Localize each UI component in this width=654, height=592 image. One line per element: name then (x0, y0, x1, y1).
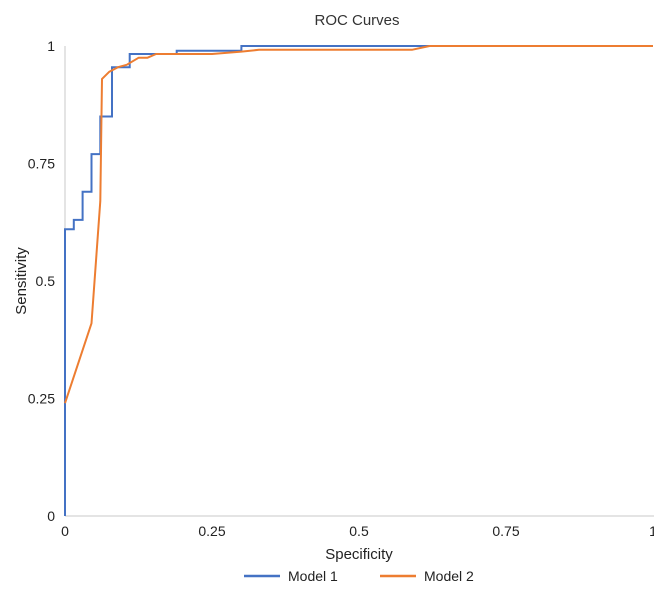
x-tick-label: 0.5 (349, 523, 369, 539)
y-tick-label: 0.5 (36, 273, 56, 289)
x-axis-label: Specificity (325, 546, 393, 563)
legend-label-model-1: Model 1 (288, 568, 338, 584)
x-tick-labels: 0 0.25 0.5 0.75 1 (61, 523, 654, 539)
x-tick-label: 0.75 (492, 523, 519, 539)
y-tick-labels: 0 0.25 0.5 0.75 1 (28, 38, 55, 524)
x-tick-label: 0.25 (198, 523, 225, 539)
chart-title: ROC Curves (314, 12, 399, 29)
legend-label-model-2: Model 2 (424, 568, 474, 584)
y-tick-label: 0 (47, 508, 55, 524)
y-tick-label: 1 (47, 38, 55, 54)
x-tick-label: 0 (61, 523, 69, 539)
series-line-model-2 (64, 45, 653, 404)
x-tick-label: 1 (649, 523, 654, 539)
y-tick-label: 0.25 (28, 391, 55, 407)
y-axis-label: Sensitivity (13, 247, 30, 315)
y-tick-label: 0.75 (28, 156, 55, 172)
legend: Model 1 Model 2 (244, 568, 474, 584)
series-layer (64, 45, 653, 516)
series-line-model-1 (64, 45, 653, 516)
